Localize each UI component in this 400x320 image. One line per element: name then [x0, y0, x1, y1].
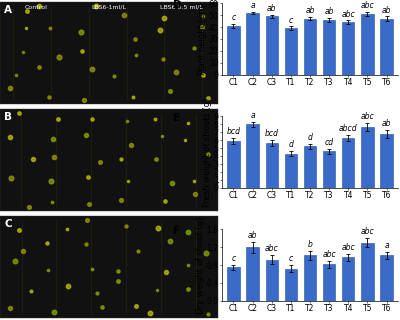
Bar — [342, 257, 354, 301]
Text: a: a — [250, 111, 255, 120]
Text: a: a — [384, 241, 389, 250]
Bar — [380, 134, 393, 188]
Text: abcd: abcd — [339, 124, 358, 133]
Bar — [380, 19, 393, 75]
Bar — [361, 14, 374, 75]
Text: Control: Control — [25, 5, 48, 10]
Text: abc: abc — [341, 10, 355, 19]
Bar — [342, 22, 354, 75]
Text: d: d — [288, 140, 293, 149]
Bar — [285, 154, 297, 188]
Bar — [304, 147, 316, 188]
Text: c: c — [231, 13, 236, 22]
Bar — [266, 16, 278, 75]
Bar — [361, 127, 374, 188]
Bar — [304, 255, 316, 301]
Text: abc: abc — [360, 1, 374, 10]
Bar — [266, 143, 278, 188]
Bar — [323, 264, 335, 301]
Text: bcd: bcd — [226, 127, 240, 136]
Y-axis label: Dry weight of shoot (g): Dry weight of shoot (g) — [196, 216, 205, 314]
Bar — [246, 13, 259, 75]
Bar — [285, 268, 297, 301]
Bar — [380, 255, 393, 301]
Text: A: A — [4, 5, 12, 15]
Text: ab: ab — [267, 4, 276, 13]
Text: c: c — [289, 254, 293, 263]
Bar — [227, 26, 240, 75]
Bar — [266, 260, 278, 301]
Text: ab: ab — [305, 6, 315, 15]
Text: ab: ab — [382, 5, 391, 14]
Bar — [342, 138, 354, 188]
Text: C: C — [4, 219, 12, 228]
Y-axis label: Fresh weight of shoots (g): Fresh weight of shoots (g) — [203, 97, 212, 207]
Text: abc: abc — [341, 243, 355, 252]
Text: bcd: bcd — [265, 129, 279, 138]
Y-axis label: Plant height (cm): Plant height (cm) — [198, 3, 207, 75]
Text: abc: abc — [360, 112, 374, 121]
Bar — [246, 124, 259, 188]
Text: abc: abc — [322, 250, 336, 259]
Text: ab: ab — [324, 7, 334, 16]
Text: abc: abc — [360, 228, 374, 236]
Text: LBS6-1ml/L: LBS6-1ml/L — [92, 5, 126, 10]
Text: c: c — [231, 254, 236, 263]
Text: D: D — [173, 0, 181, 10]
Text: F: F — [173, 227, 180, 236]
Bar — [304, 19, 316, 75]
Text: b: b — [308, 240, 312, 249]
Bar — [323, 151, 335, 188]
Bar — [227, 141, 240, 188]
Text: c: c — [289, 16, 293, 25]
Bar — [227, 267, 240, 301]
Text: E: E — [173, 113, 180, 124]
Text: a: a — [250, 1, 255, 10]
Text: abc: abc — [265, 244, 279, 253]
Text: B: B — [4, 112, 12, 122]
Text: d: d — [308, 133, 312, 142]
Text: ab: ab — [248, 231, 257, 240]
Bar — [323, 20, 335, 75]
Text: cd: cd — [324, 138, 334, 147]
Text: LBS6-0.5 ml/L: LBS6-0.5 ml/L — [160, 5, 203, 10]
Bar — [361, 243, 374, 301]
Bar — [246, 247, 259, 301]
Bar — [285, 28, 297, 75]
Text: ab: ab — [382, 119, 391, 128]
